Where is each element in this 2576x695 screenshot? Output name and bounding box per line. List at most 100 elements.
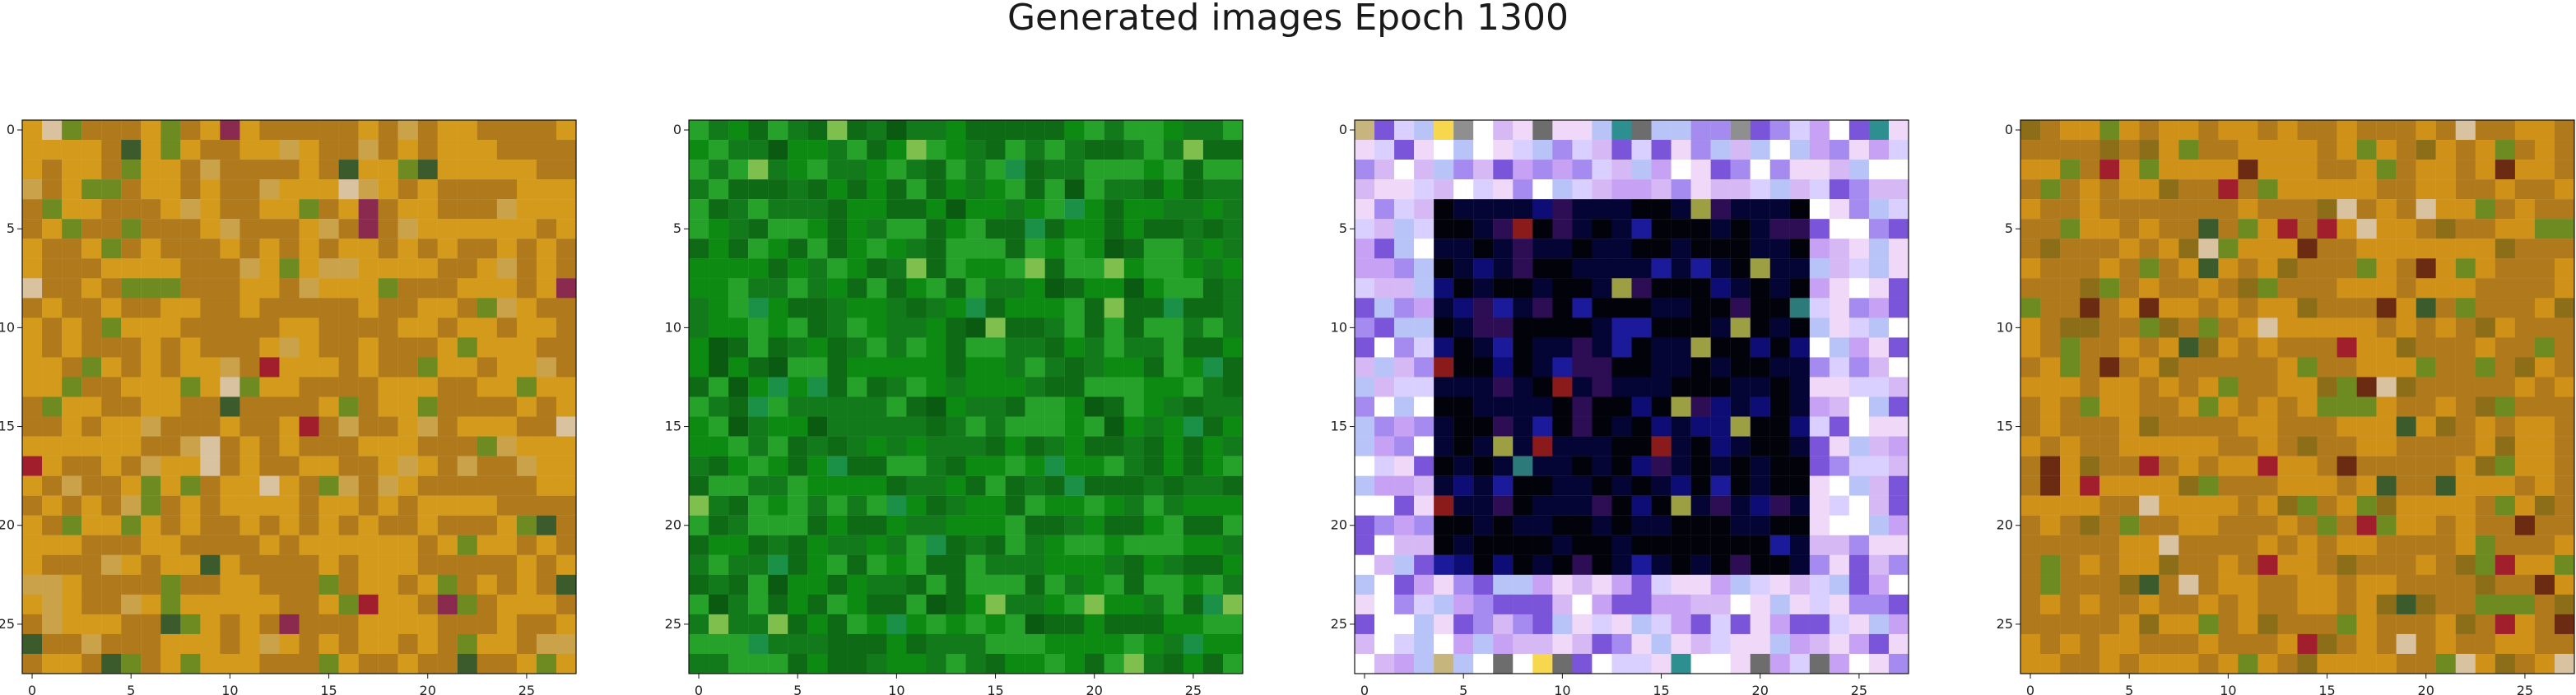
heatmap-cell — [1414, 278, 1434, 299]
heatmap-cell — [1552, 594, 1573, 615]
heatmap-cell — [2337, 317, 2357, 338]
heatmap-cell — [239, 515, 260, 535]
heatmap-cell — [1222, 258, 1244, 279]
heatmap-cell — [709, 298, 729, 318]
heatmap-cell — [2080, 574, 2100, 595]
heatmap-cell — [2080, 258, 2100, 279]
heatmap-cell — [2080, 396, 2100, 417]
heatmap-cell — [807, 396, 828, 417]
heatmap-cell — [2495, 456, 2516, 476]
heatmap-cell — [22, 258, 43, 279]
heatmap-cell — [2238, 120, 2258, 141]
heatmap-cell — [62, 574, 82, 595]
heatmap-cell — [338, 436, 359, 456]
heatmap-cell — [2159, 140, 2179, 160]
heatmap-cell — [728, 278, 749, 299]
heatmap-cell — [1202, 633, 1224, 655]
heatmap-cell — [1631, 633, 1652, 655]
heatmap-cell — [2475, 633, 2496, 655]
heatmap-cell — [1572, 535, 1593, 555]
heatmap-cell — [768, 515, 788, 535]
heatmap-cell — [709, 179, 729, 200]
heatmap-cell — [1750, 495, 1770, 516]
heatmap-cell — [1123, 120, 1144, 141]
heatmap-cell — [239, 377, 260, 397]
heatmap-cells — [689, 120, 1244, 674]
heatmap-cell — [867, 317, 887, 338]
heatmap-cell — [259, 633, 280, 655]
heatmap-cell — [2218, 594, 2239, 615]
heatmap-cell — [437, 614, 458, 635]
heatmap-cell — [1104, 436, 1124, 456]
heatmap-cell — [1809, 614, 1830, 635]
heatmap-cell — [2060, 495, 2081, 516]
heatmap-cell — [1163, 160, 1184, 180]
heatmap-cell — [2119, 278, 2140, 299]
heatmap-cell — [1202, 653, 1224, 674]
heatmap-cell — [299, 377, 319, 397]
heatmap-cell — [1064, 535, 1085, 555]
heatmap-cell — [1789, 179, 1810, 200]
heatmap-cell — [689, 495, 709, 516]
heatmap-cell — [709, 416, 729, 437]
heatmap-cell — [1163, 554, 1184, 575]
heatmap-cell — [1829, 456, 1850, 476]
heatmap-cell — [2317, 495, 2337, 516]
heatmap-cell — [1888, 495, 1909, 516]
heatmap-cell — [2317, 377, 2337, 397]
x-tick-label: 15 — [320, 683, 337, 695]
heatmap-cell — [1183, 515, 1204, 535]
heatmap-cell — [1750, 278, 1770, 299]
heatmap-cell — [2376, 337, 2397, 358]
heatmap-cell — [220, 219, 240, 239]
heatmap-cell — [906, 554, 927, 575]
heatmap-cell — [1453, 199, 1474, 220]
heatmap-cell — [1473, 120, 1494, 141]
heatmap-cell — [1769, 396, 1790, 417]
heatmap-cell — [1143, 515, 1165, 535]
heatmap-cell — [259, 535, 280, 555]
heatmap-cell — [2317, 219, 2337, 239]
heatmap-cell — [2396, 239, 2416, 259]
heatmap-cell — [2317, 416, 2337, 437]
heatmap-cell — [1592, 633, 1612, 655]
heatmap-cell — [1671, 515, 1691, 535]
heatmap-cell — [1143, 554, 1165, 575]
heatmap-cell — [160, 160, 181, 180]
heatmap-cell — [2297, 396, 2318, 417]
heatmap-cell — [906, 653, 927, 674]
heatmap-cell — [81, 495, 102, 516]
heatmap-cell — [2178, 594, 2199, 615]
heatmap-cell — [101, 179, 122, 200]
heatmap-cell — [2475, 535, 2496, 555]
heatmap-cell — [2495, 298, 2516, 318]
heatmap-cell — [2416, 160, 2436, 180]
heatmap-cell — [1690, 140, 1711, 160]
heatmap-cell — [709, 653, 729, 674]
heatmap-cell — [121, 140, 142, 160]
heatmap-cell — [319, 140, 339, 160]
heatmap-cells — [1355, 120, 1909, 674]
heatmap-cell — [847, 574, 867, 595]
heatmap-cell — [1394, 436, 1415, 456]
heatmap-cell — [728, 495, 749, 516]
heatmap-cell — [1044, 633, 1065, 655]
heatmap-cell — [2396, 594, 2416, 615]
heatmap-cell — [1809, 140, 1830, 160]
heatmap-cell — [2297, 436, 2318, 456]
heatmap-cell — [2554, 278, 2575, 299]
heatmap-cell — [2356, 535, 2377, 555]
heatmap-cell — [180, 317, 201, 338]
heatmap-cell — [457, 594, 477, 615]
heatmap-cell — [1631, 337, 1652, 358]
heatmap-cell — [807, 456, 828, 476]
heatmap-cell — [2534, 219, 2555, 239]
heatmap-cell — [338, 337, 359, 358]
heatmap-cell — [2257, 574, 2278, 595]
heatmap-cell — [1163, 219, 1184, 239]
heatmap-cell — [689, 278, 709, 299]
x-tick-label: 5 — [793, 683, 802, 695]
heatmap-cell — [965, 160, 986, 180]
heatmap-cell — [1355, 535, 1375, 555]
heatmap-cell — [1651, 416, 1672, 437]
